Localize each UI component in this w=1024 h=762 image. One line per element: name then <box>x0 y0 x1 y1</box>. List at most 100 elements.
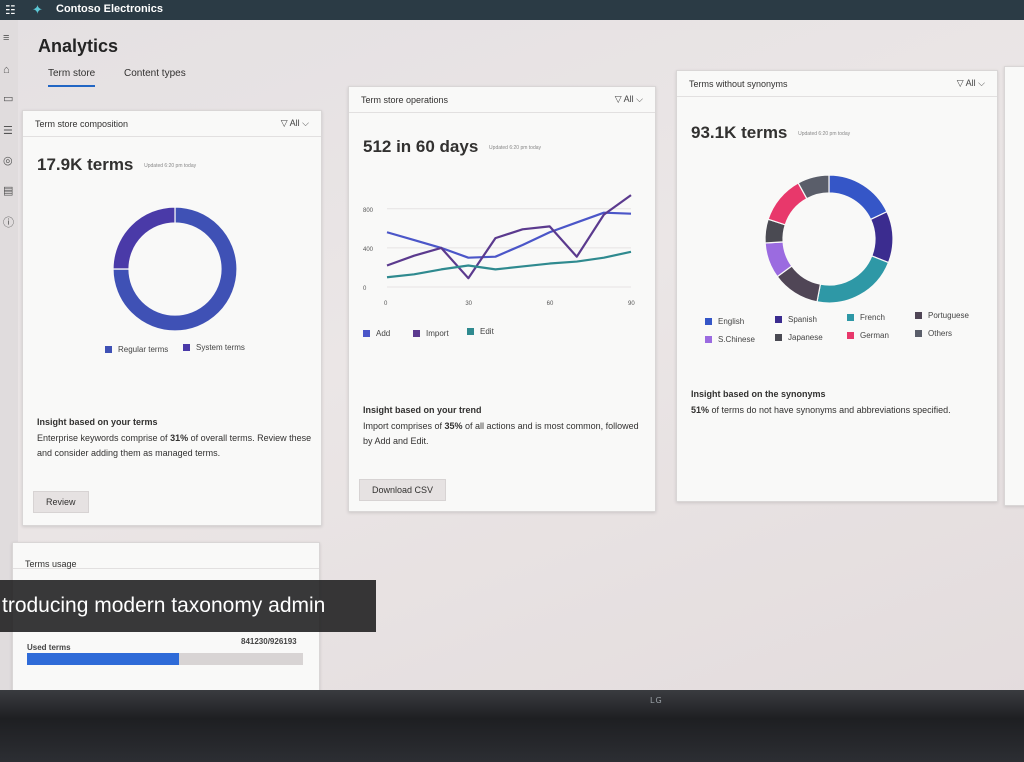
insight-title: Insight based on your trend <box>363 405 482 415</box>
video-caption-overlay: troducing modern taxonomy admin <box>0 580 376 632</box>
card-title: Terms usage <box>25 559 77 569</box>
insight-percent: 51% <box>691 405 710 415</box>
legend-swatch <box>105 346 112 353</box>
legend-label: System terms <box>196 343 245 352</box>
legend-label: Regular terms <box>118 345 169 354</box>
brand-logo-icon: ✦ <box>32 2 43 17</box>
home-icon[interactable]: ⌂ <box>3 64 10 76</box>
legend-label: Others <box>928 329 953 338</box>
legend-swatch <box>915 312 922 319</box>
x-tick-label: 90 <box>628 301 635 307</box>
legend-add: Add <box>363 329 390 338</box>
legend-swatch <box>363 330 370 337</box>
filter-label: All <box>623 94 634 104</box>
tab-content-types[interactable]: Content types <box>124 68 186 79</box>
y-tick-label: 0 <box>363 286 367 292</box>
used-terms-label: Used terms <box>27 643 71 652</box>
terms-count: 17.9K terms Updated 6:20 pm today <box>37 155 196 175</box>
synonyms-slice-english[interactable] <box>828 174 888 221</box>
legend-label: Portuguese <box>928 311 969 320</box>
legend-swatch <box>915 330 922 337</box>
legend-edit: Edit <box>467 327 494 336</box>
page-title: Analytics <box>38 36 119 56</box>
legend-english: English <box>705 317 744 326</box>
legend-label: German <box>860 331 889 340</box>
card-partial-right <box>1004 66 1024 506</box>
used-terms-progress-fill <box>27 653 179 665</box>
x-tick-label: 0 <box>384 301 388 307</box>
updated-timestamp: Updated 6:20 pm today <box>489 144 542 151</box>
legend-swatch <box>847 314 854 321</box>
legend-label: Japanese <box>788 333 823 342</box>
legend-swatch <box>775 316 782 323</box>
filter-dropdown[interactable]: ▽ All ⌵ <box>281 118 309 129</box>
legend-label: Add <box>376 329 391 338</box>
settings-icon[interactable]: ◎ <box>3 155 13 167</box>
download-csv-button[interactable]: Download CSV <box>359 479 447 501</box>
legend-japanese: Japanese <box>775 333 823 342</box>
series-line-import[interactable] <box>386 194 632 280</box>
legend-swatch <box>705 336 712 343</box>
legend-french: French <box>847 313 885 322</box>
legend-swatch <box>467 328 474 335</box>
review-button[interactable]: Review <box>33 491 89 513</box>
insight-percent: 35% <box>444 421 463 431</box>
monitor-bezel <box>0 690 1024 762</box>
legend-import: Import <box>413 329 449 338</box>
legend-german: German <box>847 331 889 340</box>
suite-header: ☷ ✦ Contoso Electronics <box>0 0 1024 20</box>
insight-text: 51% of terms do not have synonyms and ab… <box>691 403 981 418</box>
synonyms-slice-others[interactable] <box>797 174 830 200</box>
card-header: Terms usage <box>13 543 319 569</box>
card-term-store-composition: Term store composition ▽ All ⌵ 17.9K ter… <box>22 110 322 526</box>
terms-count-value: 17.9K terms <box>37 155 134 174</box>
content-icon[interactable]: ▤ <box>3 185 14 197</box>
operations-line-chart: 0 400 800 0 30 60 90 <box>363 194 635 307</box>
insight-text-post: of terms do not have synonyms and abbrev… <box>709 405 951 415</box>
synonyms-slice-spanish[interactable] <box>869 210 894 264</box>
synonyms-slice-french[interactable] <box>816 255 890 304</box>
card-header: Term store operations ▽ All ⌵ <box>349 87 655 113</box>
x-tick-label: 30 <box>465 301 472 307</box>
legend-label: Spanish <box>788 315 817 324</box>
series-line-add[interactable] <box>386 211 632 259</box>
legend-swatch <box>775 334 782 341</box>
filter-icon: ▽ <box>956 78 964 88</box>
card-title: Term store composition <box>35 119 129 129</box>
legend-portuguese: Portuguese <box>915 311 969 320</box>
composition-slice-regular-terms[interactable] <box>112 206 238 332</box>
legend-label: S.Chinese <box>718 335 755 344</box>
hamburger-menu-icon[interactable]: ≡ <box>3 32 10 44</box>
insight-text-post: of all actions and is most common, follo… <box>363 421 639 446</box>
info-icon[interactable]: ⓘ <box>3 217 14 229</box>
legend-spanish: Spanish <box>775 315 817 324</box>
app-launcher-icon[interactable]: ☷ <box>5 3 16 17</box>
filter-label: All <box>289 118 300 128</box>
insight-percent: 31% <box>170 433 189 443</box>
legend-swatch <box>183 344 190 351</box>
filter-icon: ▽ <box>614 94 622 104</box>
synonyms-count: 93.1K terms Updated 6:20 pm today <box>691 123 850 143</box>
operations-count-value: 512 in 60 days <box>363 137 479 156</box>
tab-term-store[interactable]: Term store <box>48 68 96 87</box>
composition-donut-chart <box>112 206 238 332</box>
used-terms-progress <box>27 653 303 665</box>
card-title: Term store operations <box>361 95 449 105</box>
x-tick-label: 60 <box>547 301 554 307</box>
filter-dropdown[interactable]: ▽ All ⌵ <box>615 94 643 105</box>
app-name: Contoso Electronics <box>56 3 163 15</box>
insight-text: Import comprises of 35% of all actions a… <box>363 419 643 449</box>
series-line-edit[interactable] <box>386 250 632 279</box>
legend-label: Import <box>426 329 449 338</box>
card-term-store-operations: Term store operations ▽ All ⌵ 512 in 60 … <box>348 86 656 512</box>
composition-slice-system-terms[interactable] <box>112 206 176 270</box>
monitor-brand-logo: LG <box>650 696 663 705</box>
term-store-icon[interactable]: ☰ <box>3 125 13 137</box>
insight-text: Enterprise keywords comprise of 31% of o… <box>37 431 313 461</box>
folder-icon[interactable]: ▭ <box>3 93 14 105</box>
filter-dropdown[interactable]: ▽ All ⌵ <box>957 78 985 89</box>
y-tick-label: 400 <box>363 247 374 253</box>
legend-swatch <box>413 330 420 337</box>
legend-regular-terms: Regular terms <box>105 345 168 354</box>
insight-text-pre: Enterprise keywords comprise of <box>37 433 171 443</box>
